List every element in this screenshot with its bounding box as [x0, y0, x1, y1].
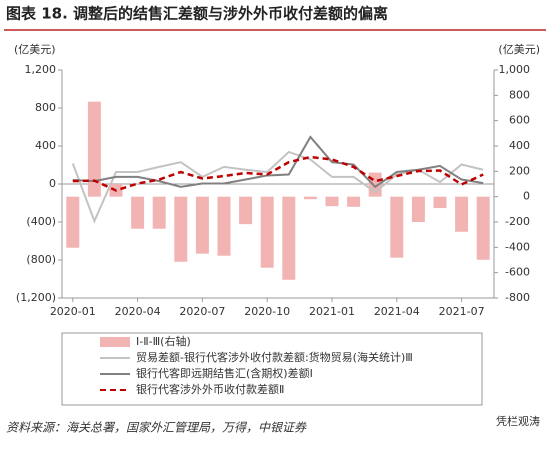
bar — [217, 196, 231, 256]
bar — [476, 196, 490, 260]
bar — [411, 196, 425, 222]
legend-label: Ⅰ-Ⅱ-Ⅲ(右轴) — [136, 334, 191, 348]
x-tick-label: 2020-04 — [115, 305, 161, 318]
bar — [195, 196, 209, 254]
y2-tick-label: 1,000 — [499, 63, 531, 76]
bar — [347, 196, 361, 207]
line — [72, 155, 484, 192]
x-tick-label: 2020-01 — [50, 305, 96, 318]
x-tick-label: 2021-04 — [374, 305, 420, 318]
legend-label: 贸易差额-银行代客涉外收付款差额:货物贸易(海关统计)Ⅲ — [136, 350, 413, 364]
y2-tick-label: -600 — [505, 266, 530, 279]
legend-swatch — [100, 337, 130, 347]
bar — [131, 196, 145, 229]
y-tick-label: 1,200 — [25, 63, 57, 76]
legend-label: 银行代客涉外外币收付款差额Ⅱ — [136, 382, 284, 396]
y2-tick-label: -800 — [505, 291, 530, 304]
y2-tick-label: 200 — [509, 164, 530, 177]
y-tick-label: 400 — [35, 139, 56, 152]
bar — [239, 196, 253, 225]
y2-tick-label: 800 — [509, 88, 530, 101]
y2-tick-label: -400 — [505, 240, 530, 253]
y-axis-label: (亿美元) — [14, 43, 56, 56]
y-tick-label: (400) — [26, 215, 56, 228]
line — [72, 135, 484, 189]
bar — [87, 101, 101, 197]
x-tick-label: 2021-07 — [439, 305, 485, 318]
bar — [260, 196, 274, 268]
y2-tick-label: -200 — [505, 215, 530, 228]
y-tick-label: (800) — [26, 253, 56, 266]
y2-axis-label: (亿美元) — [498, 43, 540, 56]
y-tick-label: 0 — [49, 177, 56, 190]
y-tick-label: (1,200) — [16, 291, 56, 304]
legend-box — [61, 332, 483, 406]
bar — [455, 196, 469, 232]
watermark: 凭栏观涛 — [496, 414, 540, 428]
bar — [174, 196, 188, 262]
bar — [282, 196, 296, 280]
y2-tick-label: 600 — [509, 114, 530, 127]
y-tick-label: 800 — [35, 101, 56, 114]
x-tick-label: 2020-10 — [244, 305, 290, 318]
x-tick-label: 2020-07 — [179, 305, 225, 318]
bar — [390, 196, 404, 258]
bar — [152, 196, 166, 229]
bar — [325, 196, 339, 207]
chart-title: 图表 18. 调整后的结售汇差额与涉外外币收付差额的偏离 — [6, 5, 388, 23]
x-tick-label: 2021-01 — [309, 305, 355, 318]
y2-tick-label: 0 — [523, 190, 530, 203]
legend-label: 银行代客即远期结售汇(含期权)差额Ⅰ — [136, 366, 313, 380]
y2-tick-label: 400 — [509, 139, 530, 152]
bar — [66, 196, 80, 248]
bar — [433, 196, 447, 209]
bar — [303, 196, 317, 200]
source: 资料来源：海关总署，国家外汇管理局，万得，中银证券 — [6, 421, 307, 435]
